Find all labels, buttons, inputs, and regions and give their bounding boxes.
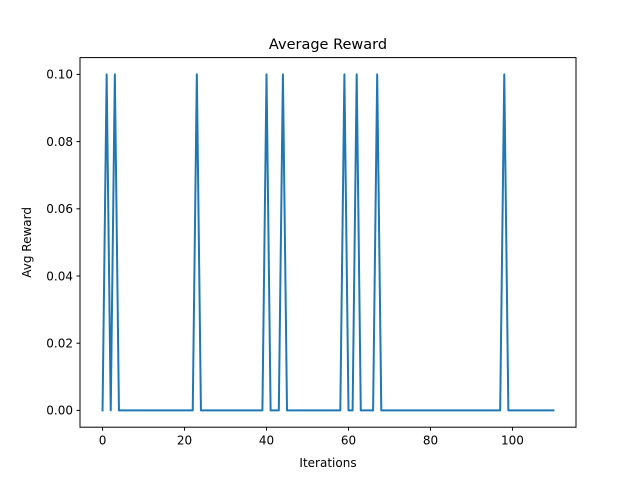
y-tick-label: 0.04 bbox=[46, 269, 73, 283]
x-tick-label: 60 bbox=[341, 434, 356, 448]
x-tick-label: 20 bbox=[177, 434, 192, 448]
y-tick-label: 0.02 bbox=[46, 337, 73, 351]
series-line-0 bbox=[101, 73, 555, 412]
y-tick-label: 0.10 bbox=[46, 68, 73, 82]
y-axis-ticks: 0.00 0.02 0.04 0.06 0.08 0.10 bbox=[46, 68, 80, 418]
y-tick-label: 0.08 bbox=[46, 135, 73, 149]
chart-title: Average Reward bbox=[269, 37, 387, 53]
x-axis-label: Iterations bbox=[299, 456, 356, 470]
x-tick-label: 40 bbox=[259, 434, 274, 448]
y-tick-label: 0.00 bbox=[46, 404, 73, 418]
plot-area bbox=[101, 73, 555, 412]
x-axis-ticks: 0 20 40 60 80 100 bbox=[99, 427, 524, 448]
axes-frame bbox=[79, 57, 577, 428]
x-tick-label: 0 bbox=[99, 434, 107, 448]
x-tick-label: 100 bbox=[501, 434, 524, 448]
x-tick-label: 80 bbox=[423, 434, 438, 448]
y-axis-label: Avg Reward bbox=[20, 207, 34, 278]
y-tick-label: 0.06 bbox=[46, 202, 73, 216]
